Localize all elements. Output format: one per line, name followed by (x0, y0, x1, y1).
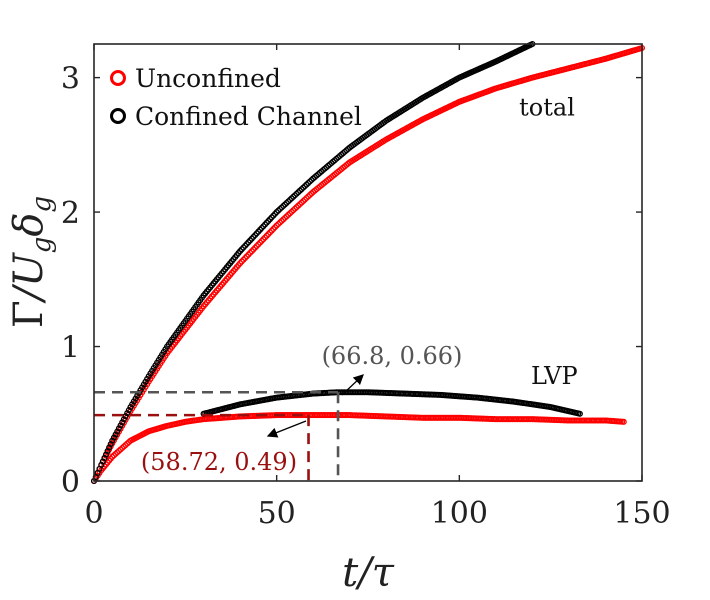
data-point-total (106, 446, 113, 453)
data-point-total (114, 428, 121, 435)
highlighted-point-label: (58.72, 0.49) (141, 448, 297, 476)
y-tick-label: 2 (61, 196, 80, 231)
x-axis-label: t/τ (342, 550, 395, 596)
data-point-lvp (576, 410, 583, 417)
data-point-total (119, 419, 126, 426)
data-point-total (125, 407, 132, 414)
annotation-total: total (519, 93, 575, 121)
highlighted-point-label: (66.8, 0.66) (322, 342, 463, 370)
y-tick-label: 3 (61, 62, 80, 97)
y-tick-label: 0 (61, 465, 80, 500)
y-tick-label: 1 (61, 331, 80, 366)
x-tick-label: 0 (84, 496, 103, 531)
annotations-layer: total LVP (66.8, 0.66) (58.72, 0.49) (141, 93, 578, 476)
annotation-arrow (341, 374, 364, 396)
legend-label: Confined Channel (135, 102, 362, 131)
data-point-lvp (620, 418, 627, 425)
data-point-total (124, 410, 131, 417)
data-point-total (120, 416, 127, 423)
series-confined-channel (90, 40, 583, 485)
y-axis-label: Γ/Ugδg (6, 196, 57, 328)
plot-data-layer (90, 40, 646, 485)
axis-tick-labels: 0 50 100 150 0 1 2 3 (61, 62, 671, 531)
legend-marker (110, 108, 126, 124)
axis-ticks (93, 44, 643, 482)
data-point-total (117, 422, 124, 429)
data-point-total (115, 425, 122, 432)
data-point-total (110, 434, 117, 441)
x-axis-label-text: t/τ (342, 550, 395, 596)
plot-frame (93, 43, 643, 482)
legend: Unconfined Confined Channel (110, 64, 362, 131)
x-tick-label: 100 (431, 496, 488, 531)
data-point-total (122, 413, 129, 420)
data-point-total (112, 431, 119, 438)
y-axis-label-text: Γ/Ugδg (6, 196, 57, 328)
annotation-arrow (266, 420, 307, 438)
reference-lines (94, 390, 340, 481)
annotation-lvp: LVP (531, 362, 578, 390)
legend-marker (110, 70, 126, 86)
x-tick-label: 50 (258, 496, 296, 531)
x-tick-label: 150 (613, 496, 670, 531)
legend-label: Unconfined (135, 64, 281, 93)
data-point-total (109, 437, 116, 444)
